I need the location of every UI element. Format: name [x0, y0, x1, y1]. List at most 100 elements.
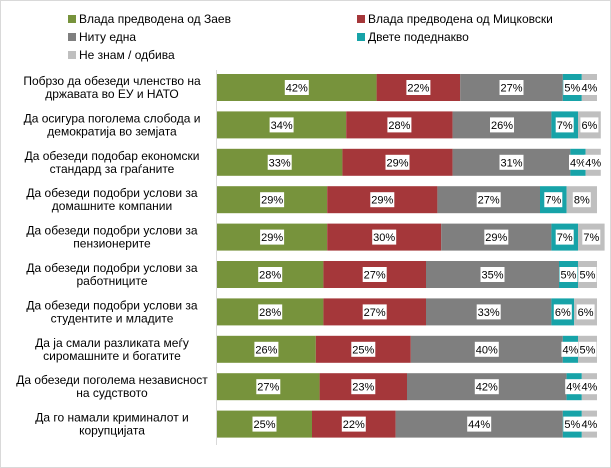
- data-label: 4%: [585, 157, 601, 169]
- data-label-box: [490, 117, 514, 133]
- data-label: 4%: [562, 344, 578, 356]
- data-label-box: [362, 304, 387, 320]
- data-label: 27%: [500, 83, 522, 95]
- data-label: 29%: [371, 195, 393, 207]
- data-label-box: [269, 117, 294, 133]
- category-label: Да обезеди поголема независност на судств…: [16, 373, 208, 400]
- data-label-box: [260, 192, 285, 208]
- data-label: 23%: [352, 382, 374, 394]
- data-label: 33%: [478, 307, 500, 319]
- data-label-box: [580, 117, 599, 133]
- data-label-box: [480, 267, 505, 282]
- data-label-box: [385, 154, 410, 170]
- data-label-box: [372, 229, 397, 245]
- data-label-box: [580, 379, 599, 395]
- category-label: Да го намали криминалот и корупцијата: [35, 411, 188, 438]
- data-label: 5%: [561, 270, 577, 282]
- data-label-box: [341, 416, 366, 432]
- category-label: Да обезеди подобри услови за работниците: [26, 261, 198, 288]
- legend-swatch: [357, 15, 365, 23]
- legend-label: Двете подеднакво: [368, 30, 469, 44]
- data-label-box: [258, 304, 283, 320]
- data-label-box: [254, 341, 279, 357]
- data-label: 42%: [286, 83, 308, 95]
- legend-label: Ниту една: [79, 30, 137, 44]
- legend-label: Влада предводена од Мицковски: [368, 12, 553, 26]
- data-label: 28%: [388, 120, 410, 132]
- data-label: 33%: [269, 157, 291, 169]
- data-label-box: [474, 341, 499, 357]
- data-label: 4%: [581, 83, 597, 95]
- data-label: 29%: [485, 232, 507, 244]
- data-label-box: [584, 154, 603, 170]
- data-label-box: [544, 192, 563, 208]
- data-label-box: [553, 304, 572, 320]
- data-label-box: [252, 416, 277, 432]
- data-label: 29%: [261, 195, 283, 207]
- data-label-box: [351, 341, 376, 357]
- data-label: 7%: [557, 120, 573, 132]
- data-label: 6%: [578, 307, 594, 319]
- data-label: 22%: [407, 83, 429, 95]
- data-label-box: [476, 304, 501, 320]
- data-label-box: [370, 192, 395, 208]
- data-label-box: [351, 379, 376, 395]
- category-label: Да ја смали разликата меѓу сиромашните и …: [35, 336, 189, 363]
- data-label: 27%: [257, 382, 279, 394]
- legend-swatch: [68, 51, 76, 59]
- legend-swatch: [357, 33, 365, 41]
- data-label-box: [561, 341, 580, 357]
- data-label-box: [578, 267, 597, 282]
- data-label-box: [572, 192, 591, 208]
- data-label: 29%: [386, 157, 408, 169]
- data-label: 35%: [481, 270, 503, 282]
- data-label: 8%: [574, 195, 590, 207]
- data-label-box: [476, 192, 501, 208]
- data-label-box: [284, 80, 309, 95]
- data-label: 30%: [373, 232, 395, 244]
- data-label-box: [578, 341, 597, 357]
- legend-label: Не знам / одбива: [79, 48, 175, 62]
- category-label: Да обезеди подобри услови за домашните ко…: [26, 186, 198, 213]
- data-label: 31%: [500, 157, 522, 169]
- category-label: Да обезеди подобар економски стандард за …: [25, 149, 200, 176]
- data-label: 25%: [253, 419, 275, 431]
- data-label: 34%: [271, 120, 293, 132]
- data-label: 28%: [259, 307, 281, 319]
- data-label: 7%: [557, 232, 573, 244]
- data-label-box: [467, 416, 492, 432]
- category-label: Да осигура поголема слобода и демократија…: [24, 111, 201, 138]
- data-label-box: [362, 267, 387, 282]
- data-label-box: [258, 267, 283, 282]
- data-label-box: [569, 154, 587, 170]
- data-label: 5%: [564, 419, 580, 431]
- data-label-box: [580, 416, 599, 432]
- data-label: 27%: [478, 195, 500, 207]
- data-label: 27%: [364, 307, 386, 319]
- legend-swatch: [68, 33, 76, 41]
- category-label: Да обезеди подобри услови за студентите и…: [26, 298, 198, 325]
- data-label: 5%: [580, 270, 596, 282]
- data-label-box: [267, 154, 292, 170]
- data-label: 4%: [581, 382, 597, 394]
- data-label: 42%: [476, 382, 498, 394]
- data-label-box: [387, 117, 412, 133]
- legend-label: Влада предводена од Заев: [79, 12, 231, 26]
- data-label: 6%: [581, 120, 597, 132]
- data-label-box: [565, 379, 584, 395]
- data-label-box: [499, 80, 524, 95]
- category-label: Да обезеди подобри услови за пензионерите: [26, 224, 198, 251]
- category-label: Побрзо да обезеди членство на државата во…: [23, 74, 201, 101]
- data-label: 7%: [583, 232, 599, 244]
- data-label: 5%: [580, 344, 596, 356]
- data-label-box: [576, 304, 595, 320]
- data-label-box: [582, 229, 601, 245]
- data-label-box: [563, 80, 582, 95]
- data-label-box: [580, 80, 599, 95]
- data-label: 6%: [555, 307, 571, 319]
- data-label-box: [260, 229, 285, 245]
- data-label-box: [256, 379, 281, 395]
- data-label: 22%: [343, 419, 365, 431]
- data-label: 4%: [581, 419, 597, 431]
